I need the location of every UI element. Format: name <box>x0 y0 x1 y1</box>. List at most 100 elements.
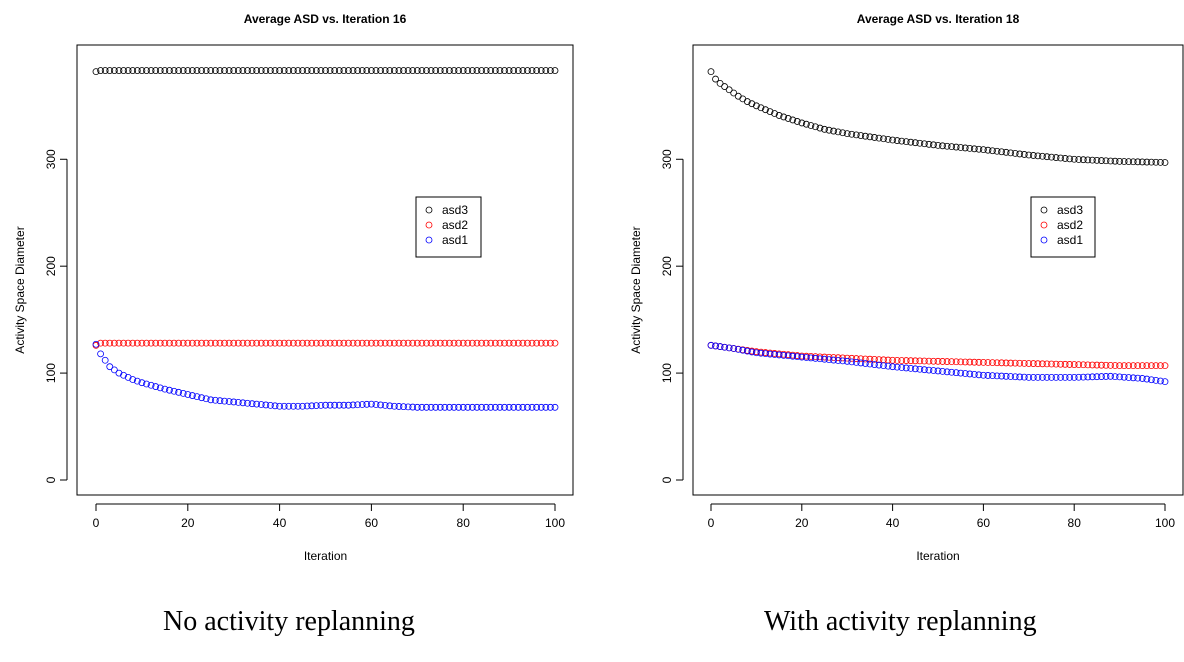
data-point-asd2 <box>1025 360 1033 367</box>
data-point-asd3 <box>216 67 224 74</box>
data-point-asd2 <box>551 339 559 347</box>
data-point-asd3 <box>762 106 769 114</box>
data-point-asd3 <box>753 102 760 110</box>
data-point-asd3 <box>354 67 362 74</box>
data-point-asd1 <box>1025 373 1033 381</box>
data-point-asd1 <box>966 370 974 378</box>
data-point-asd2 <box>446 339 453 347</box>
data-point-asd3 <box>839 129 847 137</box>
data-point-asd3 <box>253 67 261 74</box>
data-point-asd2 <box>957 358 965 366</box>
data-point-asd3 <box>377 67 384 74</box>
data-point-asd1 <box>395 403 403 410</box>
data-point-asd1 <box>234 398 242 406</box>
data-point-asd2 <box>262 339 270 347</box>
data-point-asd2 <box>267 339 274 347</box>
data-point-asd2 <box>984 359 992 366</box>
data-point-asd3 <box>875 134 883 142</box>
data-point-asd3 <box>721 83 729 90</box>
data-point-asd2 <box>161 339 169 347</box>
data-point-asd1 <box>280 402 288 410</box>
data-point-asd3 <box>436 67 444 74</box>
legend-marker-asd1 <box>425 236 433 244</box>
data-point-asd2 <box>889 356 896 364</box>
data-point-asd1 <box>734 345 742 353</box>
data-point-asd3 <box>280 67 288 74</box>
series-asd3 <box>92 67 559 76</box>
x-tick-label: 0 <box>93 516 100 530</box>
data-point-asd2 <box>1011 359 1019 367</box>
data-point-asd1 <box>902 364 910 372</box>
data-point-asd2 <box>101 339 109 347</box>
data-point-asd2 <box>980 358 987 366</box>
data-point-asd1 <box>1116 373 1123 381</box>
data-point-asd1 <box>326 401 334 409</box>
data-point-asd1 <box>501 403 508 411</box>
data-point-asd2 <box>1029 360 1037 367</box>
data-point-asd1 <box>363 400 371 408</box>
data-point-asd2 <box>188 339 196 347</box>
data-point-asd3 <box>152 67 160 74</box>
data-point-asd3 <box>427 67 435 74</box>
x-tick-label: 0 <box>708 516 715 530</box>
data-point-asd3 <box>519 67 527 74</box>
data-point-asd1 <box>505 403 513 411</box>
data-point-asd2 <box>464 339 472 347</box>
series-asd1 <box>707 341 1169 386</box>
data-point-asd3 <box>1075 156 1083 163</box>
plot-frame <box>692 44 1184 496</box>
data-point-asd1 <box>1048 373 1055 381</box>
data-point-asd3 <box>124 67 132 74</box>
data-point-asd1 <box>335 401 343 409</box>
data-point-asd1 <box>798 353 806 361</box>
legend-marker-asd3 <box>1040 206 1048 214</box>
data-point-asd2 <box>1066 361 1074 368</box>
data-point-asd2 <box>524 339 531 347</box>
data-point-asd1 <box>1143 375 1151 383</box>
data-point-asd1 <box>482 403 490 411</box>
data-point-asd3 <box>129 67 137 74</box>
data-point-asd2 <box>510 339 518 347</box>
data-point-asd3 <box>1029 152 1037 159</box>
legend-label-asd1: asd1 <box>442 233 468 247</box>
data-point-asd3 <box>345 67 352 74</box>
data-point-asd1 <box>871 361 878 368</box>
data-point-asd3 <box>893 137 901 144</box>
data-point-asd2 <box>939 358 946 365</box>
data-point-asd3 <box>244 67 251 74</box>
data-point-asd1 <box>1088 373 1096 381</box>
data-point-asd3 <box>1157 158 1164 166</box>
data-point-asd1 <box>262 401 270 409</box>
data-point-asd3 <box>716 79 724 87</box>
data-point-asd3 <box>533 67 541 74</box>
data-point-asd3 <box>866 133 874 141</box>
legend-marker-asd2 <box>425 221 433 229</box>
data-point-asd1 <box>1052 373 1060 381</box>
data-point-asd1 <box>793 353 801 361</box>
data-point-asd2 <box>221 339 228 347</box>
data-point-asd2 <box>925 357 933 365</box>
data-point-asd3 <box>464 67 472 74</box>
data-point-asd2 <box>902 357 910 364</box>
series-asd1 <box>92 340 559 411</box>
data-point-asd3 <box>961 144 969 152</box>
data-point-asd2 <box>372 339 380 347</box>
data-point-asd3 <box>390 67 398 74</box>
data-point-asd3 <box>1116 158 1123 165</box>
data-point-asd1 <box>230 398 238 406</box>
data-point-asd3 <box>551 67 559 74</box>
data-point-asd1 <box>930 367 937 374</box>
data-point-asd2 <box>234 339 242 347</box>
data-point-asd3 <box>852 131 860 139</box>
data-point-asd3 <box>920 140 928 148</box>
data-point-asd2 <box>468 339 476 347</box>
data-point-asd2 <box>381 339 389 347</box>
data-point-asd2 <box>303 339 311 347</box>
data-point-asd3 <box>491 67 499 74</box>
data-point-asd1 <box>294 402 302 410</box>
data-point-asd1 <box>170 387 178 395</box>
data-point-asd3 <box>734 92 742 100</box>
data-point-asd2 <box>1061 360 1069 368</box>
data-point-asd2 <box>547 339 554 347</box>
data-point-asd3 <box>1039 152 1046 160</box>
